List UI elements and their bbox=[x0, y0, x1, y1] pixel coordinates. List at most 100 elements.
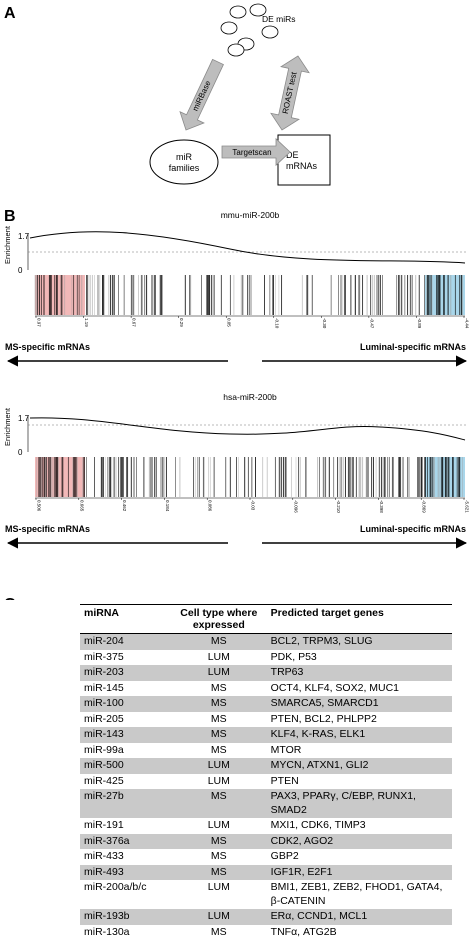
mirna-circle bbox=[229, 5, 247, 19]
table-cell: miR-204 bbox=[80, 633, 171, 650]
table-cell: miR-376a bbox=[80, 833, 171, 849]
table-cell: MS bbox=[170, 924, 267, 940]
edge-label: Targetscan bbox=[232, 148, 271, 157]
table-cell: miR-145 bbox=[84, 681, 124, 694]
table-row: miR-433 MS GBP2 bbox=[80, 849, 452, 865]
table-row: miR-99a MS MTOR bbox=[80, 743, 452, 759]
table-row: miR-130a MS TNFα, ATG2B bbox=[80, 924, 452, 940]
y-tick-label: 1.7 bbox=[18, 414, 30, 423]
node-label: DE miRs bbox=[262, 14, 296, 24]
x-tick-label: -0.47 bbox=[369, 318, 374, 329]
table-cell: PTEN, BCL2, PHLPP2 bbox=[270, 712, 377, 725]
table-row: miR-493 MS IGF1R, E2F1 bbox=[80, 864, 452, 880]
table-cell: miR-203 bbox=[80, 665, 171, 681]
table-row: miR-500 LUM MYCN, ATXN1, GLI2 bbox=[80, 758, 452, 774]
table-cell: MS bbox=[170, 633, 267, 650]
mirna-circle bbox=[249, 3, 267, 17]
table-cell: LUM bbox=[207, 881, 230, 893]
table-row: miR-27b MS PAX3, PPARγ, C/EBP, RUNX1, SMAD… bbox=[80, 789, 452, 818]
direction-label: Luminal-specific mRNAs bbox=[360, 342, 466, 352]
table-row: miR-204 MS BCL2, TRPM3, SLUG bbox=[80, 633, 452, 650]
x-tick-label: -4.44 bbox=[465, 318, 470, 329]
table-cell: CDK2, AGO2 bbox=[266, 833, 452, 849]
block-arrow bbox=[270, 55, 310, 131]
table-cell: miR-130a bbox=[80, 924, 171, 940]
enrichment-curve bbox=[29, 417, 466, 441]
table-row: miR-375 LUM PDK, P53 bbox=[80, 650, 452, 666]
table-cell: KLF4, K-RAS, ELK1 bbox=[266, 727, 452, 743]
x-tick-label: 0.29 bbox=[179, 318, 184, 327]
mirna-circle bbox=[227, 43, 245, 57]
table-cell: TNFα, ATG2B bbox=[266, 924, 452, 940]
table-cell: MYCN, ATXN1, GLI2 bbox=[266, 758, 452, 774]
table-cell: OCT4, KLF4, SOX2, MUC1 bbox=[270, 681, 400, 694]
table-cell: miR-375 bbox=[84, 650, 124, 663]
node-ellipse bbox=[149, 139, 219, 185]
table-row: miR-425 LUM PTEN bbox=[80, 774, 452, 790]
table-cell: MS bbox=[170, 789, 267, 818]
table-cell: BMI1, ZEB1, ZEB2, FHOD1, GATA4, β-CATENI… bbox=[270, 881, 443, 907]
table-cell: ERα, CCND1, MCL1 bbox=[266, 909, 452, 925]
y-axis-label: Enrichment bbox=[3, 407, 12, 446]
table-cell: miR-100 bbox=[80, 696, 171, 712]
panel-label: A bbox=[4, 5, 16, 22]
table-cell: MS bbox=[170, 864, 267, 880]
mirna-circle bbox=[261, 25, 279, 39]
table-cell: miR-425 bbox=[84, 774, 124, 787]
panel-label: C bbox=[4, 596, 16, 600]
table-cell: miR-200a/b/c bbox=[84, 881, 147, 893]
node-label: families bbox=[169, 163, 200, 173]
plot-title: hsa-miR-200b bbox=[223, 392, 277, 402]
x-tick-label: 0.67 bbox=[132, 318, 137, 327]
x-tick-label: 0.184 bbox=[165, 500, 170, 512]
table-cell: MXI1, CDK6, TIMP3 bbox=[270, 819, 366, 831]
y-tick-label: 1.7 bbox=[18, 232, 30, 241]
table-row: miR-145 MS OCT4, KLF4, SOX2, MUC1 bbox=[80, 681, 452, 697]
table-row: miR-203 LUM TRP63 bbox=[80, 665, 452, 681]
table-cell: TRP63 bbox=[266, 665, 452, 681]
table-cell: IGF1R, E2F1 bbox=[266, 864, 452, 880]
block-arrow bbox=[179, 58, 224, 131]
table-cell: LUM bbox=[170, 665, 267, 681]
table-cell: LUM bbox=[170, 909, 267, 925]
column-header: Predicted target genes bbox=[266, 604, 452, 634]
node-box bbox=[277, 134, 331, 186]
table-row: miR-143 MS KLF4, K-RAS, ELK1 bbox=[80, 727, 452, 743]
node-label: mRNAs bbox=[286, 161, 317, 171]
table-row: miR-191 LUM MXI1, CDK6, TIMP3 bbox=[80, 818, 452, 834]
node-label: miR bbox=[176, 152, 192, 162]
column-header: Cell type where expressed bbox=[170, 604, 267, 634]
table-cell: miR-500 bbox=[80, 758, 171, 774]
x-tick-label: -0.869 bbox=[422, 500, 427, 513]
table-cell: miR-27b bbox=[80, 789, 171, 818]
mirna-circle bbox=[220, 21, 238, 35]
mirna-table: miRNA Cell type where expressed Predicted … bbox=[80, 604, 452, 940]
table-row: miR-100 MS SMARCA5, SMARCD1 bbox=[80, 696, 452, 712]
table-cell: LUM bbox=[170, 758, 267, 774]
table-cell: MS bbox=[170, 833, 267, 849]
direction-label: Luminal-specific mRNAs bbox=[360, 524, 466, 534]
table-cell: miR-193b bbox=[80, 909, 171, 925]
table-cell: miR-205 bbox=[84, 712, 124, 725]
table-cell: MS bbox=[170, 727, 267, 743]
x-tick-label: 0.665 bbox=[79, 500, 84, 512]
x-tick-label: -0.03 bbox=[251, 500, 256, 511]
enrichment-curve bbox=[29, 231, 466, 264]
x-tick-label: -0.096 bbox=[293, 500, 298, 513]
table-cell: miR-143 bbox=[80, 727, 171, 743]
y-tick-label: 0 bbox=[18, 266, 23, 275]
table-cell: MS bbox=[210, 850, 227, 862]
table-cell: MS bbox=[210, 712, 227, 725]
x-tick-label: -0.10 bbox=[274, 318, 279, 329]
table-cell: miR-493 bbox=[80, 864, 171, 880]
table-cell: miR-99a bbox=[84, 743, 124, 756]
table-cell: MS bbox=[210, 743, 227, 756]
x-tick-label: 0.506 bbox=[37, 500, 42, 512]
table-cell: PDK, P53 bbox=[270, 650, 317, 663]
table-cell: miR-433 bbox=[84, 850, 124, 862]
x-tick-label: -0.210 bbox=[336, 500, 341, 513]
table-cell: PAX3, PPARγ, C/EBP, RUNX1, SMAD2 bbox=[266, 789, 452, 818]
table-cell: LUM bbox=[207, 774, 230, 787]
table-row: miR-193b LUM ERα, CCND1, MCL1 bbox=[80, 909, 452, 925]
